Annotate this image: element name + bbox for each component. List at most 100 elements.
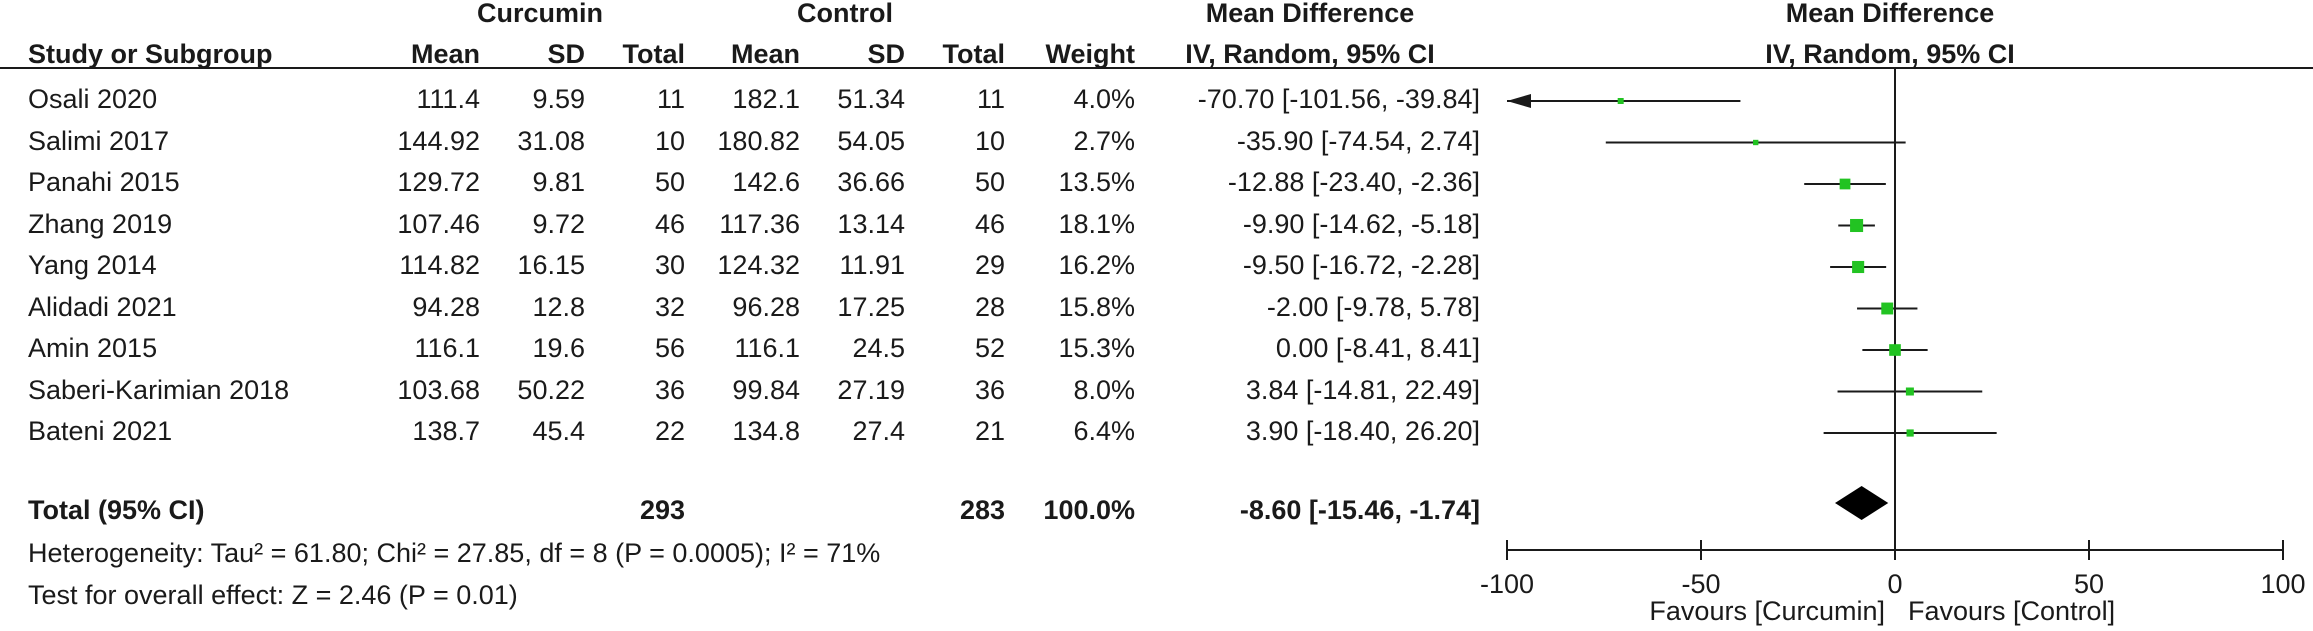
total1-cell: 11	[656, 84, 685, 114]
study-name: Bateni 2021	[28, 416, 173, 446]
weight-header: Weight	[1045, 39, 1136, 69]
study-name: Zhang 2019	[28, 208, 173, 239]
sd1-cell: 9.59	[532, 84, 585, 114]
study-name: Salimi 2017	[28, 125, 170, 156]
total2-cell: 29	[974, 250, 1005, 280]
total2-cell: 36	[974, 374, 1005, 405]
mean1-cell: 114.82	[399, 250, 480, 280]
sd2-cell: 54.05	[837, 125, 905, 156]
total2-n: 283	[959, 495, 1005, 525]
weight-cell: 18.1%	[1058, 208, 1135, 239]
weight-cell: 4.0%	[1073, 84, 1135, 114]
ci-cell: 3.90 [-18.40, 26.20]	[1245, 416, 1480, 446]
mean1-cell: 116.1	[414, 333, 480, 363]
ci-cell: 0.00 [-8.41, 8.41]	[1275, 333, 1480, 363]
mean1-cell: 129.72	[397, 167, 480, 197]
total-weight: 100.0%	[1043, 495, 1135, 525]
weight-cell: 6.4%	[1073, 416, 1135, 446]
point-marker	[1839, 178, 1851, 190]
point-marker	[1881, 302, 1894, 315]
pooled-diamond	[1835, 486, 1889, 520]
mean2-cell: 124.32	[717, 250, 800, 280]
x-axis-tick-label: -50	[1681, 569, 1720, 599]
total1-cell: 32	[654, 291, 685, 322]
ci-arrow-left	[1507, 94, 1531, 108]
point-marker	[1753, 139, 1759, 146]
ci-cell: -35.90 [-74.54, 2.74]	[1236, 125, 1480, 156]
ci-cell: -12.88 [-23.40, -2.36]	[1227, 167, 1480, 197]
x-axis-tick-label: 0	[1887, 569, 1902, 599]
mean1-cell: 111.4	[416, 84, 480, 114]
total1-cell: 46	[654, 208, 685, 239]
total2-cell: 21	[974, 416, 1005, 446]
sd1-cell: 9.72	[532, 208, 585, 239]
total1-n: 293	[639, 495, 685, 525]
total1-header: Total	[622, 39, 686, 69]
mean2-cell: 116.1	[734, 333, 800, 363]
sd2-header: SD	[867, 39, 905, 69]
total-ci: -8.60 [-15.46, -1.74]	[1239, 495, 1480, 525]
sd2-cell: 17.25	[837, 291, 905, 322]
total-label: Total (95% CI)	[28, 495, 205, 525]
ci-cell: -9.90 [-14.62, -5.18]	[1242, 208, 1480, 239]
favours-left-label: Favours [Curcumin]	[1649, 596, 1885, 626]
weight-cell: 16.2%	[1058, 250, 1135, 280]
sd1-cell: 45.4	[532, 416, 585, 446]
point-marker	[1850, 218, 1864, 233]
sd1-header: SD	[547, 39, 585, 69]
md-right-sub: IV, Random, 95% CI	[1765, 39, 2015, 69]
x-axis-tick-label: -100	[1480, 569, 1534, 599]
study-name: Panahi 2015	[28, 167, 180, 197]
total2-cell: 28	[974, 291, 1005, 322]
md-left-title: Mean Difference	[1205, 0, 1415, 28]
mean2-cell: 142.6	[732, 167, 800, 197]
weight-cell: 8.0%	[1073, 374, 1135, 405]
sd1-cell: 12.8	[532, 291, 585, 322]
total1-cell: 30	[654, 250, 685, 280]
mean2-cell: 180.82	[717, 125, 800, 156]
sd2-cell: 13.14	[837, 208, 905, 239]
md-right-title: Mean Difference	[1785, 0, 1995, 28]
sd2-cell: 51.34	[837, 84, 905, 114]
total2-cell: 50	[974, 167, 1005, 197]
total2-cell: 11	[976, 84, 1005, 114]
total1-cell: 10	[654, 125, 685, 156]
sd2-cell: 11.91	[839, 250, 905, 280]
study-name: Yang 2014	[28, 250, 157, 280]
total1-cell: 36	[654, 374, 685, 405]
ci-cell: -70.70 [-101.56, -39.84]	[1197, 84, 1480, 114]
sd1-cell: 19.6	[532, 333, 585, 363]
total1-cell: 56	[654, 333, 685, 363]
ci-cell: 3.84 [-14.81, 22.49]	[1245, 374, 1480, 405]
total2-header: Total	[942, 39, 1006, 69]
x-axis-tick-label: 50	[2074, 569, 2104, 599]
ci-cell: -2.00 [-9.78, 5.78]	[1266, 291, 1480, 322]
sd1-cell: 9.81	[532, 167, 585, 197]
study-name: Amin 2015	[28, 333, 158, 363]
study-name: Osali 2020	[28, 84, 158, 114]
sd2-cell: 36.66	[837, 167, 905, 197]
mean1-cell: 138.7	[412, 416, 480, 446]
md-left-sub: IV, Random, 95% CI	[1185, 39, 1435, 69]
total2-cell: 10	[974, 125, 1005, 156]
mean2-header: Mean	[730, 39, 800, 69]
weight-cell: 2.7%	[1073, 125, 1135, 156]
point-marker	[1906, 429, 1914, 437]
mean1-cell: 103.68	[397, 374, 480, 405]
mean1-cell: 144.92	[397, 125, 480, 156]
sd2-cell: 24.5	[852, 333, 905, 363]
point-marker	[1889, 344, 1901, 356]
mean1-cell: 94.28	[412, 291, 480, 322]
weight-cell: 13.5%	[1058, 167, 1135, 197]
total2-cell: 52	[974, 333, 1005, 363]
total1-cell: 22	[654, 416, 685, 446]
overall-effect-text: Test for overall effect: Z = 2.46 (P = 0…	[28, 580, 518, 610]
favours-right-label: Favours [Control]	[1908, 596, 2116, 626]
total1-cell: 50	[654, 167, 685, 197]
weight-cell: 15.3%	[1058, 333, 1135, 363]
mean1-cell: 107.46	[397, 208, 480, 239]
mean2-cell: 182.1	[732, 84, 800, 114]
mean1-header: Mean	[410, 39, 480, 69]
point-marker	[1852, 260, 1865, 274]
